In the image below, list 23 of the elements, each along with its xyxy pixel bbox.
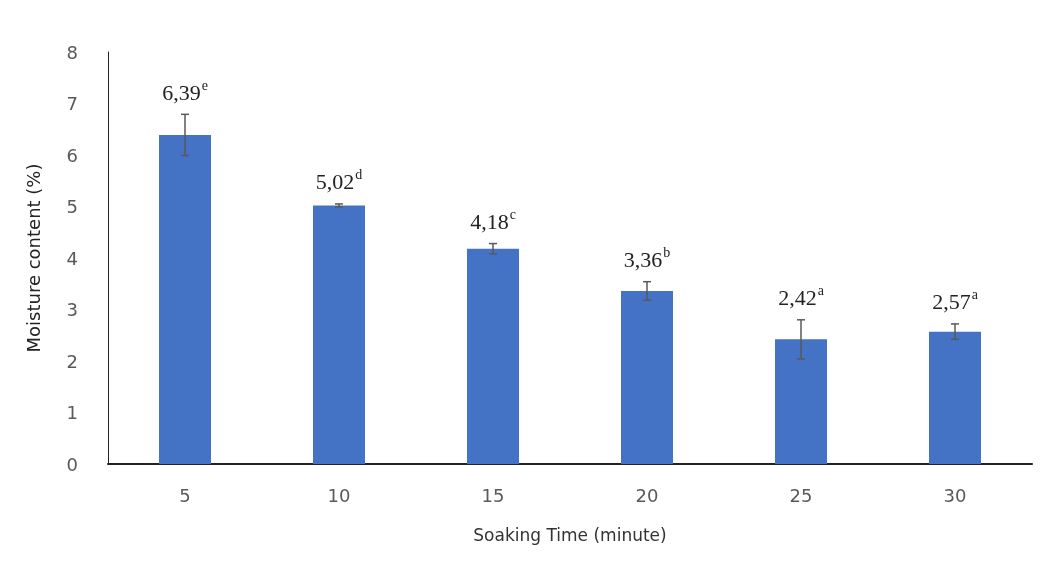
y-tick-label: 7 xyxy=(66,93,78,114)
bar xyxy=(313,205,365,464)
y-tick-label: 8 xyxy=(66,41,78,63)
x-axis-title: Soaking Time (minute) xyxy=(473,524,667,545)
x-tick-label: 25 xyxy=(789,484,813,506)
y-tick-label: 6 xyxy=(66,144,78,166)
y-tick-label: 0 xyxy=(66,453,78,475)
x-tick-label: 15 xyxy=(481,484,505,506)
y-tick-label: 4 xyxy=(66,247,78,269)
x-tick-label: 5 xyxy=(179,484,191,506)
bar xyxy=(621,290,673,464)
bar xyxy=(467,248,519,464)
y-tick-label: 1 xyxy=(66,402,78,423)
x-tick-label: 30 xyxy=(943,484,967,506)
bar xyxy=(775,339,827,464)
x-tick-label: 20 xyxy=(635,484,659,506)
y-axis-title: Moisture content (%) xyxy=(22,163,44,353)
y-tick-label: 5 xyxy=(66,196,78,217)
bar xyxy=(159,134,211,464)
y-tick-label: 2 xyxy=(66,350,78,372)
x-tick-label: 10 xyxy=(327,484,351,506)
y-tick-label: 3 xyxy=(66,299,78,320)
bar xyxy=(929,331,981,464)
